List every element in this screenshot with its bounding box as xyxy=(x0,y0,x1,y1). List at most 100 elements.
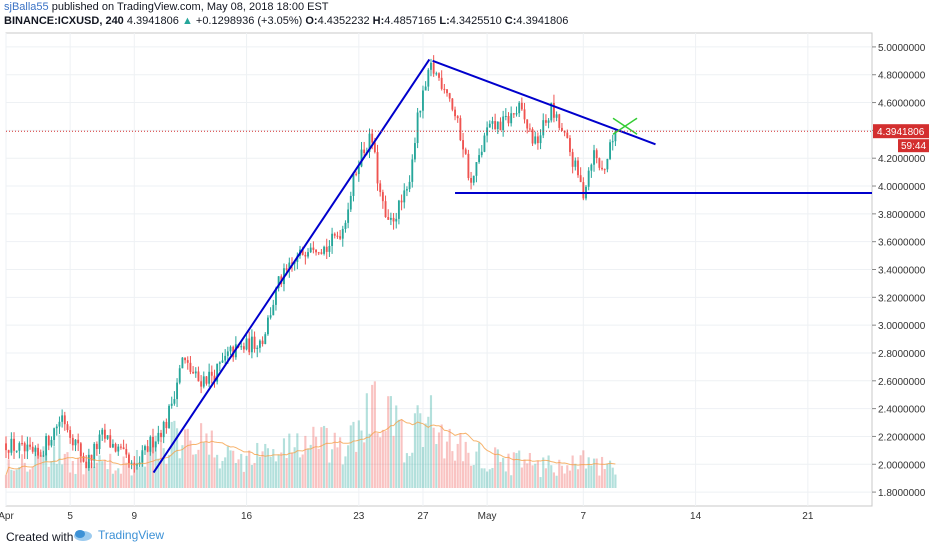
candle-body xyxy=(414,143,416,160)
volume-bar xyxy=(173,420,176,488)
candle-body xyxy=(63,415,66,425)
volume-bar xyxy=(50,460,53,488)
candle-body xyxy=(82,456,85,462)
candle-body xyxy=(467,153,470,179)
volume-bar xyxy=(419,413,422,488)
volume-bar xyxy=(181,445,184,488)
candle-body xyxy=(291,262,293,264)
candle-body xyxy=(526,119,529,129)
candle-body xyxy=(542,120,545,136)
candle-body xyxy=(272,304,275,316)
volume-bar xyxy=(392,435,395,488)
candle-body xyxy=(42,455,45,457)
volume-bar xyxy=(202,442,205,488)
candle-body xyxy=(470,178,473,183)
volume-bar xyxy=(363,442,366,488)
volume-bar xyxy=(440,424,443,488)
candle-body xyxy=(34,447,37,452)
volume-bar xyxy=(7,459,10,488)
candle-body xyxy=(240,346,243,348)
high-value: 4.4857165 xyxy=(384,15,437,27)
volume-bar xyxy=(221,460,224,488)
volume-bar xyxy=(552,472,556,488)
volume-bar xyxy=(138,467,141,488)
volume-bar xyxy=(456,443,459,488)
volume-bar xyxy=(566,465,569,488)
volume-bar xyxy=(459,433,462,488)
volume-bar xyxy=(101,461,104,488)
candle-body xyxy=(186,360,189,363)
candle-body xyxy=(77,439,80,444)
volume-bar xyxy=(574,463,577,488)
candle-body xyxy=(563,130,566,133)
volume-bar xyxy=(432,427,435,488)
candle-body xyxy=(285,268,288,270)
volume-bar xyxy=(483,468,486,488)
candle-body xyxy=(197,371,200,382)
volume-bar xyxy=(106,469,109,488)
tradingview-brand-text: TradingView xyxy=(98,528,165,542)
volume-bar xyxy=(333,432,336,488)
candle-body xyxy=(133,462,136,466)
candle-body xyxy=(61,415,64,422)
volume-bar xyxy=(74,473,77,488)
candle-body xyxy=(496,121,499,130)
volume-bar xyxy=(611,467,614,488)
candle-body xyxy=(66,424,69,431)
candle-body xyxy=(157,432,160,442)
volume-bar xyxy=(184,429,187,488)
volume-bar xyxy=(413,413,417,488)
candle-body xyxy=(200,381,203,387)
candle-body xyxy=(571,152,574,167)
volume-bar xyxy=(606,463,609,488)
volume-bar xyxy=(496,449,499,488)
volume-bar xyxy=(63,453,66,488)
volume-bar xyxy=(478,442,481,488)
volume-bar xyxy=(69,472,72,488)
candle-body xyxy=(309,247,312,253)
volume-bar xyxy=(520,467,523,488)
candle-body xyxy=(162,421,165,438)
volume-bar xyxy=(608,460,612,488)
author-link[interactable]: sjBalla55 xyxy=(4,1,49,13)
volume-bar xyxy=(306,448,310,488)
volume-bar xyxy=(34,447,37,488)
candle-body xyxy=(488,123,491,128)
candle-body xyxy=(480,151,483,156)
candle-body xyxy=(422,90,424,111)
footer: Created with TradingView xyxy=(0,524,932,550)
tradingview-brand[interactable]: TradingView xyxy=(72,528,164,542)
y-tick-label: 2.2000000 xyxy=(878,432,926,443)
volume-bar xyxy=(365,393,368,488)
candle-body xyxy=(432,62,435,74)
x-tick-label: 16 xyxy=(241,511,253,522)
volume-bar xyxy=(488,469,491,488)
open-label: O: xyxy=(305,15,318,27)
candle-body xyxy=(205,376,208,384)
volume-bar xyxy=(571,455,574,488)
volume-bar xyxy=(66,452,69,488)
up-arrow-icon: ▲ xyxy=(181,15,193,27)
x-tick-label: 21 xyxy=(802,511,814,522)
candle-body xyxy=(165,421,168,429)
candle-body xyxy=(250,336,253,353)
volume-bar xyxy=(584,468,588,488)
price-chart[interactable]: 5.00000004.80000004.60000004.40000004.20… xyxy=(0,0,932,524)
volume-bar xyxy=(379,437,382,488)
y-tick-label: 2.8000000 xyxy=(878,349,926,360)
volume-bar xyxy=(159,440,163,488)
volume-bar xyxy=(157,458,160,488)
y-tick-label: 3.2000000 xyxy=(878,293,926,304)
y-tick-label: 3.6000000 xyxy=(878,238,926,249)
x-tick-label: 9 xyxy=(132,511,138,522)
candle-body xyxy=(534,136,537,144)
candle-body xyxy=(221,360,224,363)
volume-bar xyxy=(133,464,136,488)
volume-bar xyxy=(264,443,267,488)
candle-body xyxy=(491,121,494,124)
volume-bar xyxy=(445,441,449,488)
candle-body xyxy=(242,346,245,350)
y-tick-label: 1.8000000 xyxy=(878,488,926,499)
volume-bar xyxy=(79,451,82,488)
volume-bar xyxy=(568,470,572,488)
